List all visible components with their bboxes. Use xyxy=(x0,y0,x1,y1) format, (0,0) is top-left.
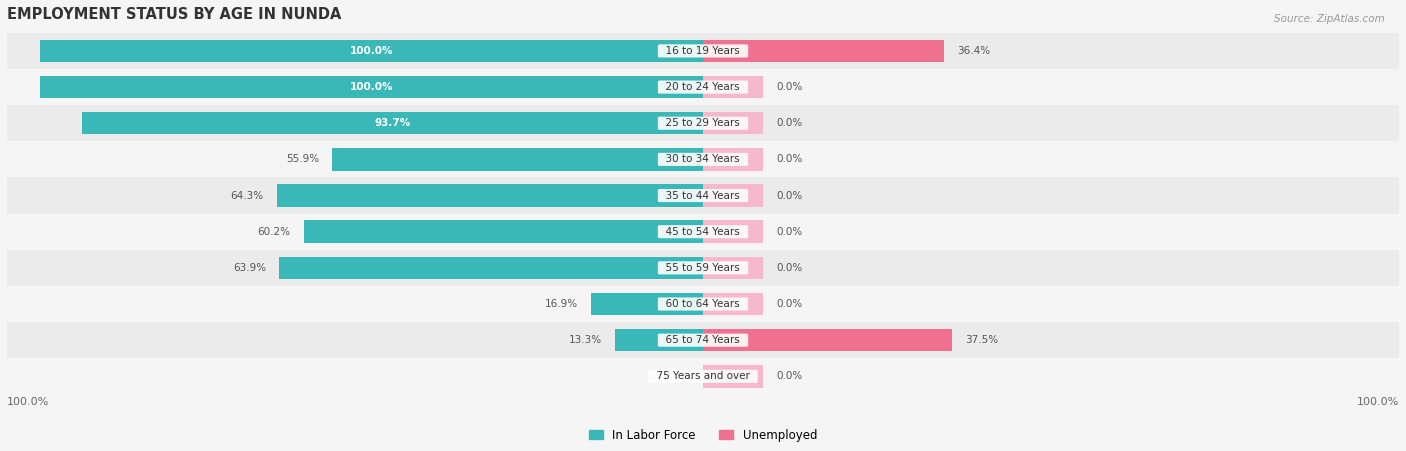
Bar xyxy=(614,329,703,351)
Text: 63.9%: 63.9% xyxy=(233,263,266,273)
Bar xyxy=(703,257,762,279)
Text: 65 to 74 Years: 65 to 74 Years xyxy=(659,335,747,345)
Bar xyxy=(703,76,762,98)
Bar xyxy=(591,293,703,315)
Bar xyxy=(277,184,703,207)
Text: 100.0%: 100.0% xyxy=(350,46,394,56)
Bar xyxy=(41,76,703,98)
Text: 35 to 44 Years: 35 to 44 Years xyxy=(659,190,747,201)
Text: Source: ZipAtlas.com: Source: ZipAtlas.com xyxy=(1274,14,1385,23)
Bar xyxy=(703,293,762,315)
Text: 37.5%: 37.5% xyxy=(965,335,998,345)
Bar xyxy=(82,112,703,134)
Text: 16 to 19 Years: 16 to 19 Years xyxy=(659,46,747,56)
Text: 75 Years and over: 75 Years and over xyxy=(650,371,756,381)
Bar xyxy=(7,69,1399,105)
Text: 0.0%: 0.0% xyxy=(776,227,803,237)
Text: 0.0%: 0.0% xyxy=(776,154,803,164)
Bar xyxy=(304,221,703,243)
Bar xyxy=(7,358,1399,394)
Bar xyxy=(703,148,762,170)
Bar xyxy=(7,214,1399,250)
Text: 0.0%: 0.0% xyxy=(776,371,803,381)
Text: 16.9%: 16.9% xyxy=(544,299,578,309)
Bar xyxy=(7,286,1399,322)
Bar xyxy=(703,221,762,243)
Text: 100.0%: 100.0% xyxy=(350,82,394,92)
Bar xyxy=(7,250,1399,286)
Legend: In Labor Force, Unemployed: In Labor Force, Unemployed xyxy=(583,424,823,446)
Bar xyxy=(703,112,762,134)
Text: 36.4%: 36.4% xyxy=(957,46,991,56)
Text: 45 to 54 Years: 45 to 54 Years xyxy=(659,227,747,237)
Text: 0.0%: 0.0% xyxy=(776,263,803,273)
Bar xyxy=(703,365,762,387)
Bar xyxy=(7,141,1399,177)
Text: 100.0%: 100.0% xyxy=(7,397,49,407)
Text: 93.7%: 93.7% xyxy=(374,118,411,128)
Bar xyxy=(7,33,1399,69)
Text: 20 to 24 Years: 20 to 24 Years xyxy=(659,82,747,92)
Text: 100.0%: 100.0% xyxy=(1357,397,1399,407)
Bar xyxy=(7,105,1399,141)
Bar xyxy=(703,184,762,207)
Text: 55 to 59 Years: 55 to 59 Years xyxy=(659,263,747,273)
Text: 30 to 34 Years: 30 to 34 Years xyxy=(659,154,747,164)
Text: 25 to 29 Years: 25 to 29 Years xyxy=(659,118,747,128)
Bar xyxy=(280,257,703,279)
Text: 55.9%: 55.9% xyxy=(285,154,319,164)
Text: 64.3%: 64.3% xyxy=(231,190,263,201)
Text: 13.3%: 13.3% xyxy=(568,335,602,345)
Text: 60 to 64 Years: 60 to 64 Years xyxy=(659,299,747,309)
Bar xyxy=(41,40,703,62)
Bar xyxy=(332,148,703,170)
Text: 60.2%: 60.2% xyxy=(257,227,291,237)
Text: 0.0%: 0.0% xyxy=(664,371,690,381)
Text: 0.0%: 0.0% xyxy=(776,299,803,309)
Text: 0.0%: 0.0% xyxy=(776,82,803,92)
Text: 0.0%: 0.0% xyxy=(776,190,803,201)
Text: 0.0%: 0.0% xyxy=(776,118,803,128)
Bar xyxy=(703,329,952,351)
Text: EMPLOYMENT STATUS BY AGE IN NUNDA: EMPLOYMENT STATUS BY AGE IN NUNDA xyxy=(7,7,342,22)
Bar xyxy=(703,40,945,62)
Bar xyxy=(7,177,1399,214)
Bar xyxy=(7,322,1399,358)
